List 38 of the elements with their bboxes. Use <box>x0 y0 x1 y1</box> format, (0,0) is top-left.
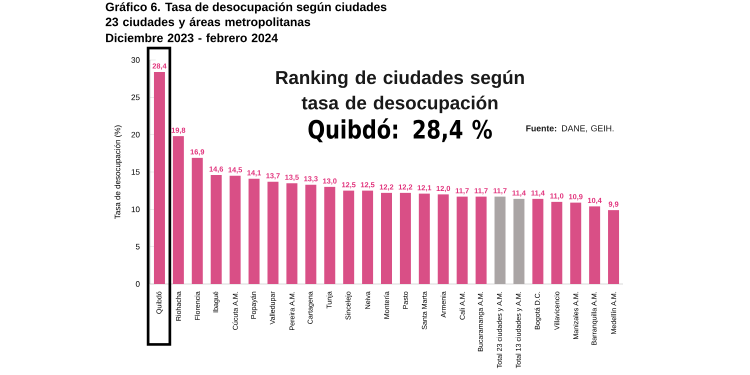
bar <box>551 202 562 284</box>
bar <box>438 194 449 284</box>
y-tick-label: 0 <box>136 281 140 287</box>
bar <box>210 174 222 284</box>
bar <box>532 198 544 284</box>
bar <box>267 182 278 284</box>
bar <box>362 190 374 284</box>
y-tick-label: 10 <box>132 206 140 212</box>
bar <box>324 186 336 284</box>
bar <box>248 178 260 284</box>
bar <box>286 183 298 284</box>
y-axis-title: Tasa de desocupación (%) <box>114 125 122 219</box>
bar <box>192 158 203 284</box>
bar <box>589 206 600 284</box>
bar <box>456 196 468 284</box>
y-tick-label: 25 <box>131 94 140 100</box>
y-tick-label: 15 <box>132 169 140 175</box>
y-tick-label: 20 <box>131 132 140 138</box>
bar <box>608 210 620 284</box>
bar <box>343 190 354 284</box>
bar <box>154 72 165 284</box>
chart-subtitle: 23 ciudades y áreas metropolitanas Diciembre 2023 - febrero 2024 <box>106 17 310 42</box>
bar <box>305 184 316 284</box>
chart-title: Gráfico 6. Tasa de desocupación según ciudades <box>106 2 386 14</box>
bar <box>494 196 506 284</box>
bar <box>476 196 487 284</box>
annotation: Quibdó: 28,4 % <box>308 118 492 142</box>
bar <box>513 198 524 284</box>
bar <box>172 136 184 284</box>
bar <box>418 194 430 284</box>
y-tick-label: 5 <box>136 244 140 250</box>
annotation: Ranking de ciudades según tasa de desocupación <box>276 70 524 114</box>
bar <box>230 176 241 284</box>
bar <box>400 192 411 284</box>
bar <box>381 192 392 284</box>
bar <box>570 202 582 284</box>
y-tick-label: 30 <box>131 57 140 63</box>
annotation: Fuente: DANE, GEIH. <box>526 125 614 132</box>
